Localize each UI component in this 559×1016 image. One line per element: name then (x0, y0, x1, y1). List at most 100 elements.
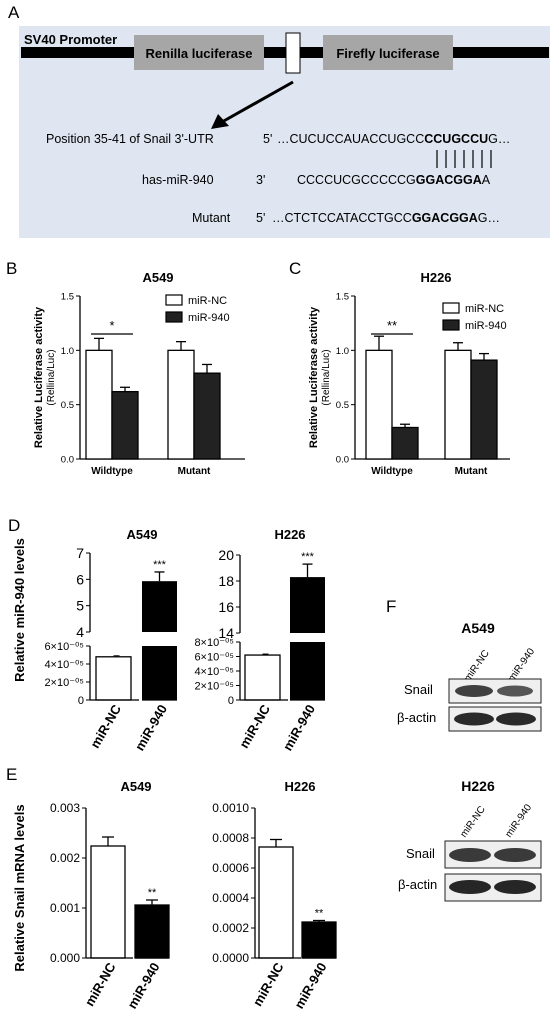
y-tick-label: 14 (218, 625, 234, 641)
y-axis-label: Relative Luciferase activity (33, 306, 45, 448)
y-tick-label: 0.0004 (212, 891, 249, 905)
blot-row-label: Snail (406, 846, 435, 861)
panel-f-letter: F (386, 597, 396, 616)
x-tick-label: Wildtype (91, 466, 133, 477)
x-tick-label: miR-940 (291, 960, 329, 1011)
y-tick-label: 0.001 (50, 901, 80, 915)
significance-marker: ** (148, 887, 157, 899)
bar (134, 904, 170, 959)
bar-lower-segment (290, 642, 325, 700)
y-tick-label: 0.003 (50, 801, 80, 815)
vector-backbone (21, 47, 549, 58)
y-tick-label: 0.5 (336, 400, 349, 411)
legend-swatch (442, 302, 460, 314)
significance-marker: ** (315, 908, 324, 920)
band (494, 848, 536, 862)
significance-marker: ** (387, 318, 397, 333)
bar (85, 349, 113, 460)
panel-d-letter: D (8, 516, 20, 535)
seq-row2-label: has-miR-940 (142, 173, 214, 187)
seq-row1-label: Position 35-41 of Snail 3'-UTR (46, 132, 214, 146)
blot-a549: A549 miR-NC miR-940 Snail β-actin (397, 620, 542, 732)
chart-title: H226 (284, 779, 315, 794)
y-tick-label: 7 (76, 545, 84, 561)
x-tick-label: miR-940 (132, 702, 170, 753)
seq-row1: …CUCUCCAUACCUGCCCCUGCCUG… (277, 132, 510, 146)
bar (301, 921, 337, 959)
seq-row1-prime: 5' (263, 132, 272, 146)
x-tick-label: Mutant (455, 466, 488, 477)
chart-title: A549 (126, 527, 157, 542)
blot-row-label: Snail (404, 682, 433, 697)
x-tick-label: miR-NC (82, 959, 119, 1008)
base-pair-lines (436, 150, 492, 168)
x-tick-label: Mutant (178, 466, 211, 477)
y-tick-label: 2×10⁻⁰⁵ (44, 677, 84, 689)
band (496, 712, 536, 726)
y-tick-label: 18 (218, 573, 234, 589)
bar (90, 845, 126, 959)
legend-swatch (442, 319, 460, 331)
y-tick-label: 0.5 (61, 400, 74, 411)
blot-row-label: β-actin (398, 877, 437, 892)
panel-c-letter: C (289, 259, 301, 278)
seq-row2-prime: 3' (256, 173, 265, 187)
renilla-label: Renilla luciferase (146, 46, 253, 61)
chart-e-a549: A549 0.000 0.001 0.002 0.003 ** miR-NC miR-940 (50, 779, 170, 1011)
y-tick-label: 16 (218, 599, 234, 615)
y-tick-label: 6×10⁻⁰⁵ (194, 652, 234, 664)
firefly-box (323, 35, 453, 70)
y-tick-label: 8×10⁻⁰⁵ (194, 637, 234, 649)
y-tick-label: 0.000 (50, 951, 80, 965)
bar (167, 349, 195, 460)
y-tick-label: 0.0006 (212, 861, 249, 875)
y-tick-label: 5 (76, 598, 84, 614)
y-tick-label: 4×10⁻⁰⁵ (44, 659, 84, 671)
panel-d-ylabel: Relative miR-940 levels (12, 538, 27, 682)
y-tick-label: 0 (228, 695, 234, 707)
band (455, 685, 493, 697)
blot-title: H226 (461, 778, 495, 794)
bar (258, 846, 294, 959)
y-tick-label: 0.0008 (212, 831, 249, 845)
chart-title: A549 (120, 779, 151, 794)
chart-title: A549 (142, 270, 173, 285)
x-tick-label: miR-NC (87, 701, 124, 750)
bar (193, 372, 221, 460)
lane-label: miR-940 (503, 802, 534, 840)
band (494, 880, 536, 894)
y-tick-label: 6 (76, 571, 84, 587)
x-tick-label: Wildtype (371, 466, 413, 477)
y-tick-label: 0.0010 (212, 801, 249, 815)
x-tick-label: miR-NC (236, 701, 273, 750)
legend-label: miR-940 (188, 312, 230, 324)
significance-marker: *** (301, 551, 315, 563)
chart-d-h226: H226 14 16 18 20 0 2×10⁻⁰⁵ 4×10⁻⁰⁵ 6×10⁻⁰⁵ 8×10⁻⁰… (194, 527, 325, 753)
chart-title: H226 (274, 527, 305, 542)
bar (111, 390, 139, 460)
y-tick-label: 2×10⁻⁰⁵ (194, 681, 234, 693)
bar (244, 654, 281, 701)
bar (391, 426, 419, 460)
bar (470, 359, 498, 460)
y-tick-label: 0.002 (50, 851, 80, 865)
seq-row3-prime: 5' (256, 211, 265, 225)
chart-d-a549: A549 4 5 6 7 0 2×10⁻⁰⁵ 4×10⁻⁰⁵ 6×10⁻⁰⁵ *** miR-NC m… (44, 527, 177, 753)
seq-row2: CCCCUCGCCCCCGGGACGGAA (297, 173, 491, 187)
bar-upper-segment (290, 577, 325, 633)
lane-label: miR-940 (506, 646, 537, 684)
bar (365, 349, 393, 460)
renilla-box (134, 35, 264, 70)
panel-e-letter: E (6, 765, 17, 784)
legend-label: miR-NC (188, 295, 227, 307)
legend-swatch (165, 294, 183, 306)
y-tick-label: 1.0 (336, 346, 349, 357)
band (497, 685, 533, 697)
blot-h226: H226 miR-NC miR-940 Snail β-actin (398, 778, 542, 902)
legend-label: miR-940 (465, 320, 507, 332)
panel-b-letter: B (6, 259, 17, 278)
promoter-label: SV40 Promoter (24, 32, 117, 47)
y-tick-label: 4 (76, 624, 84, 640)
lane-label: miR-NC (462, 648, 491, 683)
